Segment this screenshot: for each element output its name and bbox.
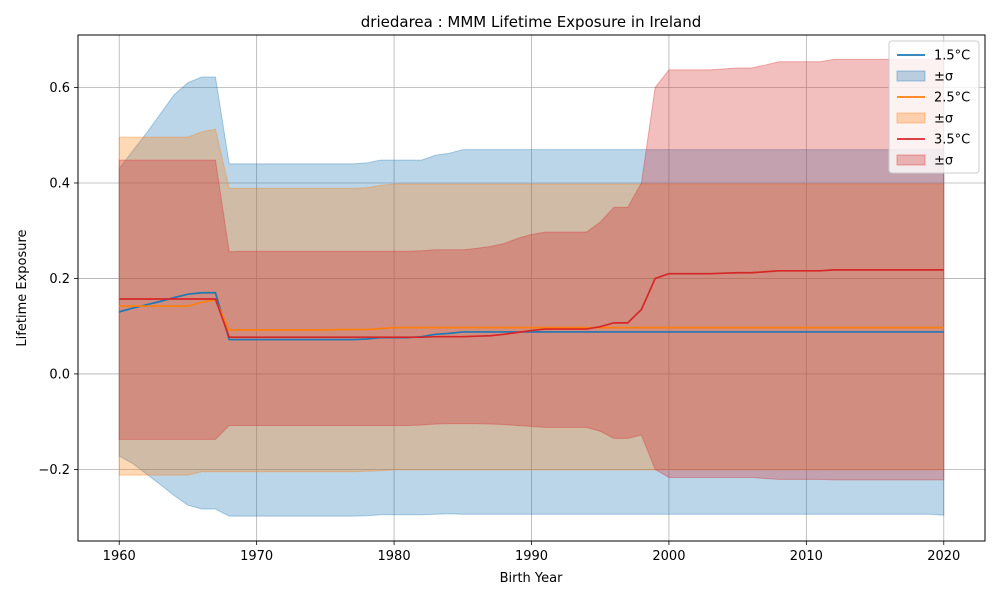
legend-label: ±σ [934, 70, 953, 85]
x-axis-label: Birth Year [500, 571, 564, 586]
y-axis: −0.2 0.0 0.2 0.4 0.6 [38, 81, 78, 478]
legend-band-swatch [896, 70, 926, 82]
lines [119, 269, 944, 341]
x-axis: 1960 1970 1980 1990 2000 2010 2020 [103, 541, 960, 564]
line-series-1 [119, 291, 944, 341]
y-axis-label: Lifetime Exposure [15, 229, 30, 346]
legend-label: 3.5°C [934, 133, 970, 148]
y-tick-label: 0.4 [49, 176, 70, 191]
bands [118, 58, 945, 517]
x-tick-label: 1970 [240, 549, 273, 564]
band-series-2 [118, 128, 945, 476]
legend: 1.5°C ±σ 2.5°C ±σ 3.5°C ±σ [888, 40, 980, 174]
y-tick-label: 0.0 [49, 367, 70, 382]
line-series-3 [119, 269, 944, 339]
x-tick-label: 2010 [790, 549, 823, 564]
x-tick-label: 1960 [103, 549, 136, 564]
x-tick-label: 2020 [927, 549, 960, 564]
band-series-1 [118, 76, 945, 517]
chart-title: driedarea : MMM Lifetime Exposure in Ire… [361, 13, 701, 31]
grid [78, 35, 985, 541]
x-tick-label: 1990 [515, 549, 548, 564]
y-tick-label: 0.2 [49, 272, 70, 287]
band-series-3 [118, 58, 945, 481]
legend-label: ±σ [934, 112, 953, 127]
legend-label: 2.5°C [934, 91, 970, 106]
legend-label: 1.5°C [934, 49, 970, 64]
legend-box [888, 40, 980, 174]
legend-band-swatch [896, 112, 926, 124]
line-series-2 [119, 298, 944, 331]
x-tick-label: 1980 [378, 549, 411, 564]
legend-label: ±σ [934, 154, 953, 169]
y-tick-label: 0.6 [49, 81, 70, 96]
legend-band-swatch [896, 154, 926, 166]
x-tick-label: 2000 [652, 549, 685, 564]
y-tick-label: −0.2 [38, 463, 70, 478]
